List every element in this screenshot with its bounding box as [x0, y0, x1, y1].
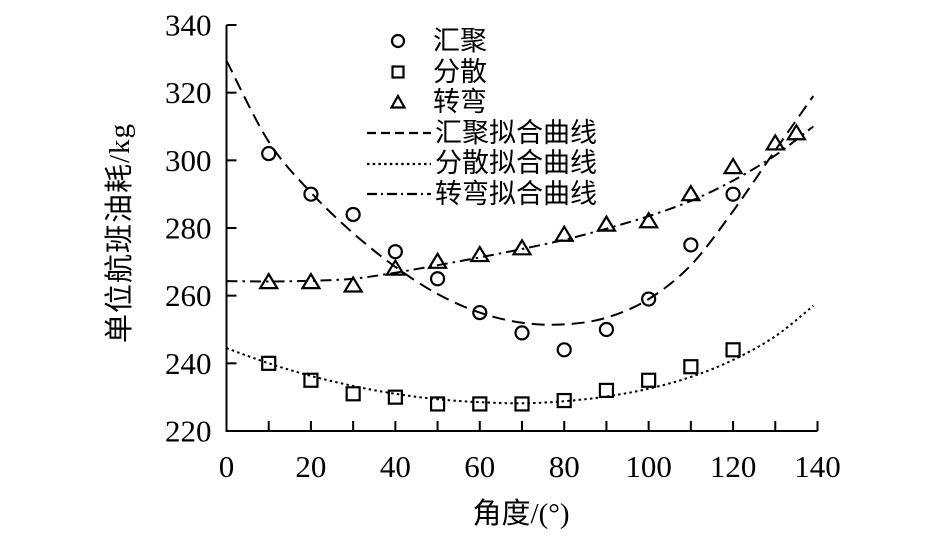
legend-label: 汇聚拟合曲线: [435, 117, 597, 148]
legend-item: 汇聚拟合曲线: [365, 118, 597, 149]
square-data-point: [598, 382, 615, 398]
y-axis-title: 单位航班油耗/kg: [104, 122, 136, 344]
legend-item: 转弯拟合曲线: [365, 179, 597, 210]
x-tick-label: 80: [549, 449, 580, 484]
circle-data-point: [641, 291, 657, 307]
triangle-data-point: [680, 184, 702, 202]
square-data-point: [514, 396, 530, 412]
circle-data-point: [261, 145, 277, 162]
triangle-data-point: [638, 211, 660, 229]
triangle-data-point: [427, 251, 449, 269]
legend-label: 转弯: [433, 87, 487, 118]
x-tick-label: 120: [710, 449, 757, 484]
square-data-point: [472, 396, 488, 412]
legend: 汇聚 分散 转弯 汇聚拟合曲线 分散拟合曲线: [365, 26, 597, 210]
legend-label: 转弯拟合曲线: [435, 178, 597, 209]
x-tick-label: 40: [380, 449, 411, 484]
y-tick-label: 240: [165, 346, 212, 381]
circle-data-point: [598, 321, 615, 338]
circle-data-point: [429, 271, 446, 287]
x-tick-label: 60: [464, 449, 495, 484]
triangle-data-point: [764, 133, 786, 151]
legend-item: 分散拟合曲线: [365, 148, 597, 179]
fit-curve-dashed: [225, 60, 815, 326]
circle-marker-icon: [365, 32, 431, 50]
square-data-point: [556, 392, 572, 409]
square-data-point: [725, 342, 741, 358]
triangle-data-point: [722, 156, 744, 175]
triangle-data-point: [469, 244, 491, 263]
square-data-point: [345, 386, 361, 402]
y-tick-label: 320: [165, 75, 212, 110]
y-tick-label: 220: [165, 414, 212, 449]
legend-label: 分散: [433, 56, 487, 87]
triangle-marker-icon: [365, 93, 431, 111]
triangle-data-point: [342, 275, 364, 293]
x-tick-label: 140: [794, 449, 841, 484]
square-data-point: [641, 372, 657, 388]
triangle-data-point: [384, 258, 406, 276]
circle-data-point: [683, 237, 699, 253]
dashed-line-icon: [365, 130, 433, 136]
square-data-point: [303, 372, 319, 388]
square-data-point: [429, 396, 446, 412]
triangle-data-point: [511, 238, 533, 256]
circle-data-point: [556, 342, 572, 358]
x-tick-label: 0: [219, 449, 235, 484]
circle-data-point: [303, 186, 319, 202]
circle-data-point: [345, 206, 361, 223]
y-tick-label: 340: [165, 8, 212, 43]
triangle-data-point: [553, 224, 575, 242]
dashdot-line-icon: [365, 191, 433, 197]
legend-label: 汇聚: [433, 26, 487, 56]
fit-curve-dotted: [226, 305, 814, 405]
x-tick-label: 100: [625, 449, 672, 484]
circle-data-point: [387, 244, 403, 260]
triangle-data-point: [785, 123, 807, 141]
y-tick-label: 300: [165, 143, 212, 178]
triangle-data-point: [300, 272, 322, 290]
legend-item: 汇聚: [365, 26, 597, 57]
triangle-data-point: [258, 272, 280, 290]
square-data-point: [261, 355, 277, 371]
x-tick-label: 20: [295, 449, 326, 484]
y-tick-label: 260: [165, 278, 212, 313]
circle-data-point: [514, 325, 530, 341]
legend-label: 分散拟合曲线: [435, 148, 597, 179]
circle-data-point: [725, 186, 741, 202]
legend-item: 转弯: [365, 87, 597, 118]
circle-data-point: [472, 304, 488, 321]
dotted-line-icon: [365, 161, 433, 167]
triangle-data-point: [595, 214, 617, 232]
x-axis-title: 角度/(°): [472, 498, 570, 530]
square-data-point: [387, 389, 403, 405]
square-data-point: [683, 359, 699, 375]
fit-curve-dashdot: [226, 125, 814, 283]
legend-item: 分散: [365, 57, 597, 88]
y-tick-label: 280: [165, 211, 212, 246]
square-marker-icon: [365, 63, 431, 81]
